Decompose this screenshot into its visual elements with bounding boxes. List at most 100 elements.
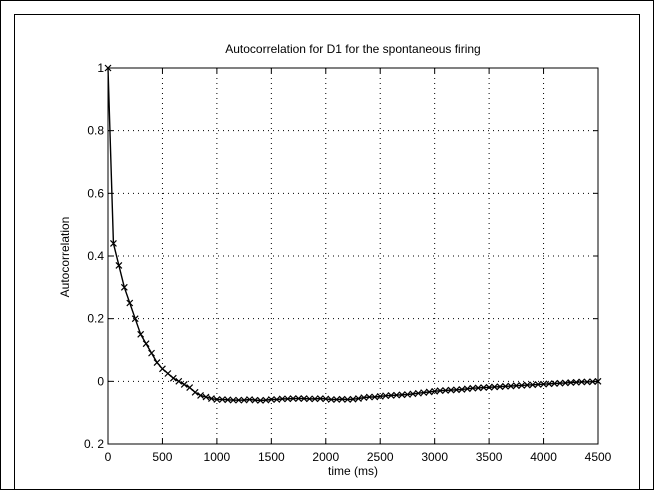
data-point-marker [300, 395, 308, 402]
marker-stroke [561, 379, 569, 387]
marker-stroke [120, 283, 128, 291]
marker-stroke [278, 395, 286, 403]
marker-stroke [502, 382, 509, 390]
marker-stroke [322, 395, 330, 403]
y-tick-label: 0. 2 [84, 437, 104, 451]
marker-stroke [480, 384, 488, 392]
marker-stroke [306, 395, 313, 403]
data-point-marker [420, 389, 428, 397]
data-point-marker [153, 359, 161, 366]
data-point-marker [589, 378, 596, 386]
marker-stroke [110, 240, 117, 247]
marker-stroke [164, 370, 172, 377]
data-point-marker [545, 380, 553, 388]
marker-stroke [371, 393, 379, 401]
marker-stroke [425, 388, 433, 396]
data-point-marker [148, 349, 155, 357]
marker-stroke [534, 381, 542, 388]
x-tick-label: 2500 [367, 450, 394, 464]
data-point-marker [169, 374, 177, 382]
data-point-marker [442, 386, 449, 394]
data-point-marker [349, 395, 357, 403]
marker-stroke [507, 382, 515, 390]
data-point-marker [393, 391, 400, 399]
data-point-marker [191, 388, 199, 396]
data-point-marker [202, 393, 210, 401]
marker-stroke [349, 395, 357, 403]
data-point-marker [240, 396, 248, 404]
marker-stroke [589, 378, 596, 386]
marker-stroke [453, 386, 460, 394]
data-point-marker [518, 381, 526, 389]
data-point-marker [463, 385, 471, 393]
data-point-marker [551, 380, 558, 387]
data-point-marker [561, 379, 569, 387]
data-point-marker [218, 396, 226, 403]
data-point-marker [404, 391, 411, 398]
data-point-marker [273, 396, 281, 403]
marker-stroke [404, 391, 411, 398]
marker-stroke [180, 381, 188, 388]
data-point-marker [164, 370, 172, 377]
data-point-marker [480, 384, 488, 392]
marker-stroke [224, 396, 232, 404]
marker-stroke [512, 382, 520, 390]
marker-stroke [126, 299, 134, 307]
data-point-marker [224, 396, 232, 404]
marker-stroke [420, 389, 428, 397]
marker-stroke [518, 381, 526, 389]
marker-stroke [267, 396, 275, 403]
data-point-marker [322, 395, 330, 403]
marker-stroke [578, 378, 586, 386]
data-point-marker [578, 378, 586, 386]
data-point-marker [567, 379, 575, 387]
marker-stroke [284, 395, 292, 403]
marker-stroke [376, 392, 384, 400]
data-point-marker [284, 395, 292, 403]
marker-stroke [311, 395, 319, 403]
data-point-marker [474, 384, 482, 392]
data-point-marker [436, 387, 444, 395]
marker-stroke [344, 396, 351, 403]
data-point-marker [120, 283, 128, 291]
data-point-marker [496, 383, 504, 391]
marker-stroke [469, 384, 477, 392]
marker-stroke [273, 396, 281, 403]
x-tick-label: 3000 [421, 450, 448, 464]
marker-stroke [551, 380, 558, 387]
y-tick-label: 0.6 [87, 186, 104, 200]
marker-stroke [186, 384, 194, 392]
data-point-marker [126, 299, 134, 307]
marker-stroke [338, 395, 346, 403]
autocorrelation-line [107, 67, 599, 402]
marker-stroke [153, 359, 161, 366]
data-point-marker [186, 384, 194, 392]
marker-stroke [213, 396, 221, 403]
data-point-marker [414, 389, 422, 397]
marker-stroke [262, 396, 270, 404]
marker-stroke [442, 386, 449, 394]
marker-stroke [115, 261, 123, 269]
marker-stroke [393, 391, 400, 399]
data-point-marker [469, 384, 477, 392]
data-point-marker [529, 381, 537, 389]
x-tick-label: 0 [105, 450, 112, 464]
data-point-marker [289, 395, 297, 402]
data-point-marker [278, 395, 286, 403]
data-point-marker [142, 340, 150, 348]
data-point-marker [447, 386, 455, 394]
x-tick-label: 4000 [530, 450, 557, 464]
y-tick-label: 0.2 [87, 312, 104, 326]
data-point-marker [235, 396, 243, 404]
marker-stroke [159, 365, 166, 373]
data-point-marker [425, 388, 433, 396]
x-tick-label: 2000 [312, 450, 339, 464]
data-point-marker [409, 390, 417, 398]
data-point-marker [197, 392, 204, 399]
marker-stroke [191, 388, 199, 396]
marker-stroke [295, 395, 302, 402]
data-point-marker [512, 382, 520, 390]
marker-stroke [142, 340, 150, 348]
y-tick-label: 0.8 [87, 124, 104, 138]
